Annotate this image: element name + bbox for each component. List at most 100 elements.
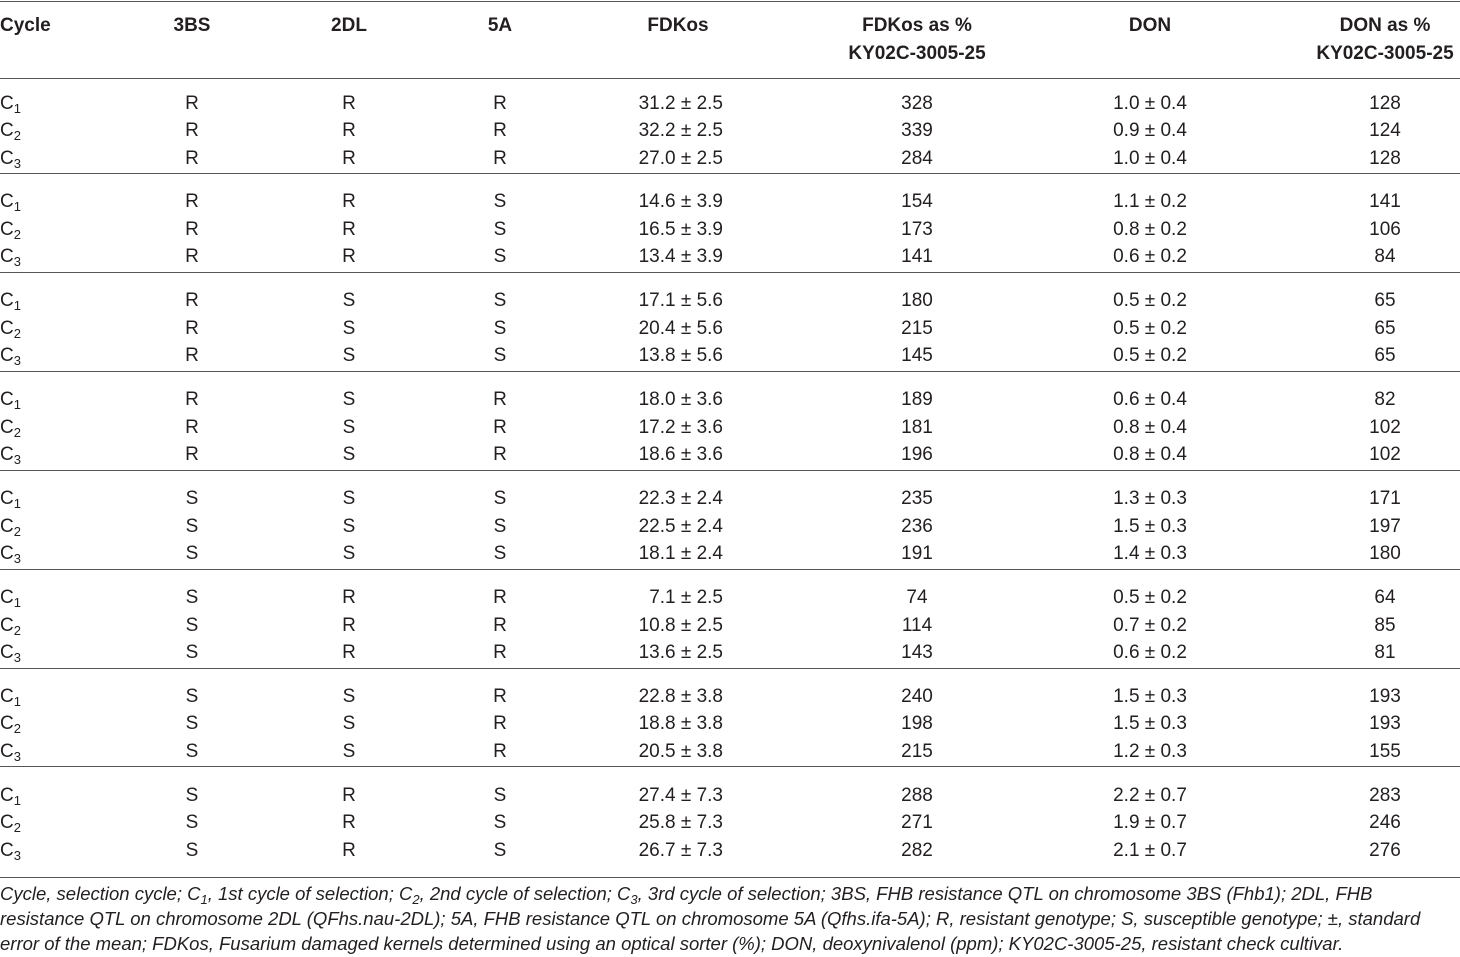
table-cell: S <box>342 515 356 537</box>
table-cell: 173 <box>901 218 933 240</box>
group-rule <box>0 271 1460 273</box>
cycle-cell: C2 <box>0 315 21 342</box>
table-cell: R <box>342 614 356 636</box>
table-cell: 14.6 ± 3.9 <box>638 191 723 213</box>
table-cell: 18.0 ± 3.6 <box>638 389 723 411</box>
table-cell: 171 <box>1369 488 1401 510</box>
cycle-cell: C1 <box>0 782 21 809</box>
cycle-subscript: 1 <box>13 693 21 709</box>
table-cell: 0.8 ± 0.2 <box>1113 218 1187 240</box>
table-cell: 18.8 ± 3.8 <box>638 713 723 735</box>
table-cell: 0.6 ± 0.4 <box>1113 389 1187 411</box>
table-cell: 20.5 ± 3.8 <box>638 740 723 762</box>
top-rule <box>0 1 1460 2</box>
cycle-base: C <box>0 147 14 169</box>
table-cell: R <box>493 614 507 636</box>
table-cell: R <box>493 389 507 411</box>
table-cell: 240 <box>901 685 933 707</box>
column-header: KY02C-3005-25 <box>1316 42 1454 64</box>
table-cell: S <box>342 444 356 466</box>
table-cell: 1.5 ± 0.3 <box>1113 515 1187 537</box>
cycle-base: C <box>0 444 14 466</box>
table-cell: 22.5 ± 2.4 <box>638 515 723 537</box>
table-cell: S <box>185 713 199 735</box>
table-cell: 145 <box>901 345 933 367</box>
cycle-base: C <box>0 345 14 367</box>
table-cell: 328 <box>901 92 933 114</box>
table-cell: 22.8 ± 3.8 <box>638 685 723 707</box>
table-cell: 0.6 ± 0.2 <box>1113 642 1187 663</box>
cycle-base: C <box>0 642 14 663</box>
cycle-base: C <box>0 812 14 834</box>
cycle-cell: C2 <box>0 414 21 441</box>
table-cell: 1.5 ± 0.3 <box>1113 685 1187 707</box>
table-cell: R <box>185 317 199 339</box>
table-cell: 65 <box>1374 290 1396 312</box>
column-header: FDKos as % <box>862 14 972 36</box>
cycle-subscript: 2 <box>13 820 21 836</box>
table-cell: S <box>493 191 507 213</box>
table-cell: 215 <box>901 740 933 762</box>
table-cell: 84 <box>1374 246 1396 268</box>
table-cell: R <box>493 147 507 169</box>
table-cell: R <box>342 218 356 240</box>
footnote-subscript: 2 <box>412 892 420 907</box>
table-cell: 13.8 ± 5.6 <box>638 345 723 367</box>
table-cell: S <box>493 290 507 312</box>
table-cell: 31.2 ± 2.5 <box>638 92 723 114</box>
table-cell: R <box>342 812 356 834</box>
table-cell: 16.5 ± 3.9 <box>638 218 723 240</box>
table-cell: 284 <box>901 147 933 169</box>
table-cell: R <box>185 290 199 312</box>
bottom-rule <box>0 877 1460 878</box>
table-cell: 180 <box>1369 543 1401 565</box>
cycle-subscript: 2 <box>13 226 21 242</box>
cycle-cell: C3 <box>0 441 21 468</box>
table-cell: 283 <box>1369 784 1401 806</box>
table-cell: R <box>493 642 507 663</box>
table-cell: 155 <box>1369 740 1401 762</box>
table-cell: R <box>493 120 507 141</box>
cycle-base: C <box>0 191 14 213</box>
table-cell: 236 <box>901 515 933 537</box>
table-cell: 0.5 ± 0.2 <box>1113 317 1187 339</box>
footnote-text: , 1st cycle of selection; C <box>207 883 413 904</box>
table-cell: S <box>185 839 199 861</box>
table-cell: 154 <box>901 191 933 213</box>
cycle-base: C <box>0 543 14 565</box>
cycle-cell: C2 <box>0 117 21 144</box>
cycle-base: C <box>0 389 14 411</box>
table-cell: 0.8 ± 0.4 <box>1113 416 1187 438</box>
table-cell: 17.2 ± 3.6 <box>638 416 723 438</box>
table-cell: 128 <box>1369 92 1401 114</box>
cycle-subscript: 2 <box>13 424 21 440</box>
table-cell: 0.8 ± 0.4 <box>1113 444 1187 466</box>
cycle-base: C <box>0 218 14 240</box>
table-cell: R <box>342 246 356 268</box>
cycle-base: C <box>0 416 14 438</box>
table-cell: S <box>342 290 356 312</box>
column-header: 5A <box>487 14 513 36</box>
cycle-cell: C3 <box>0 639 21 666</box>
table-cell: 271 <box>901 812 933 834</box>
table-cell: S <box>185 642 199 663</box>
table-cell: 235 <box>901 488 933 510</box>
footnote-text: , 3rd cycle of selection; 3BS, FHB resis… <box>0 883 1421 954</box>
table-cell: S <box>342 345 356 367</box>
cycle-base: C <box>0 317 14 339</box>
table-cell: R <box>493 587 507 608</box>
cycle-base: C <box>0 740 14 762</box>
table-cell: 191 <box>901 543 933 565</box>
table-cell: 102 <box>1369 444 1401 466</box>
table-cell: S <box>493 812 507 834</box>
cycle-base: C <box>0 784 14 806</box>
table-cell: R <box>342 587 356 608</box>
column-header: 2DL <box>331 14 367 36</box>
table-cell: R <box>342 839 356 861</box>
table-cell: 197 <box>1369 515 1401 537</box>
table-cell: 65 <box>1374 345 1396 367</box>
table-cell: 106 <box>1369 218 1401 240</box>
cycle-base: C <box>0 246 14 268</box>
table-cell: 2.2 ± 0.7 <box>1113 784 1187 806</box>
